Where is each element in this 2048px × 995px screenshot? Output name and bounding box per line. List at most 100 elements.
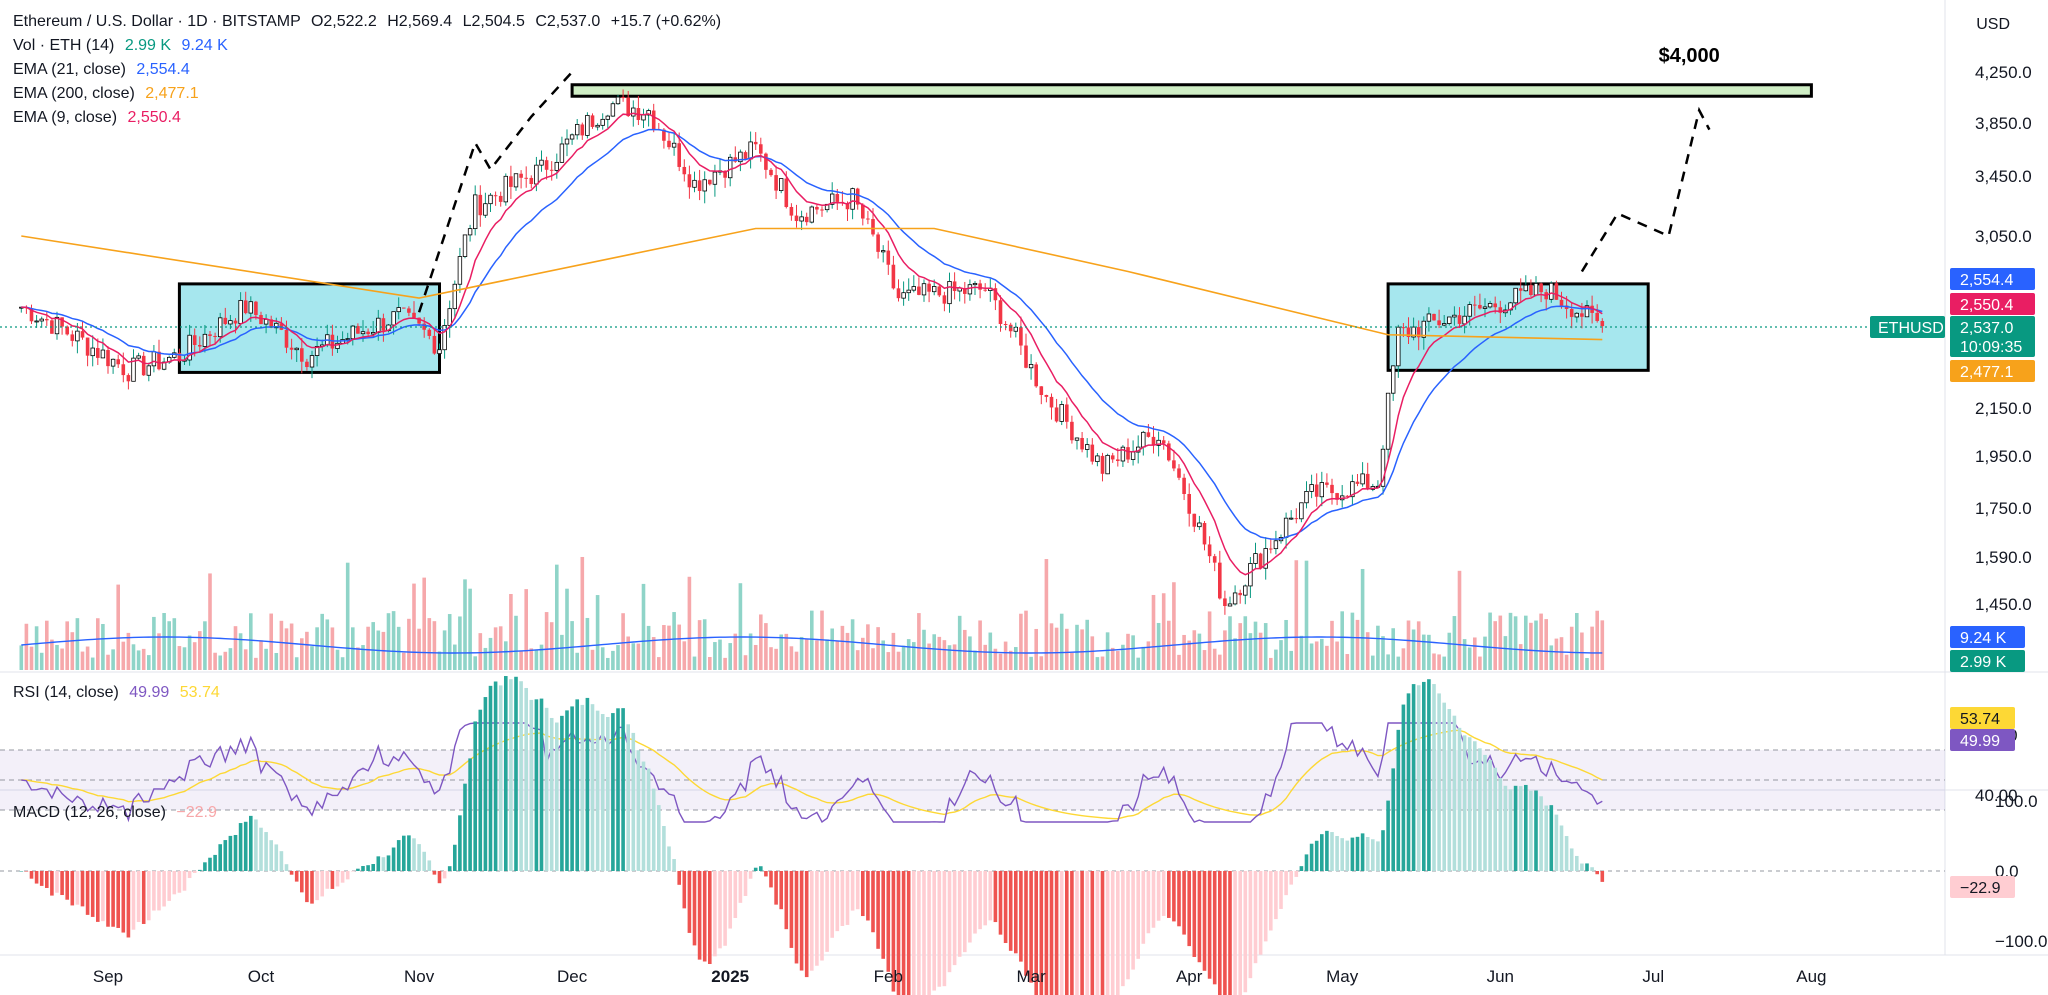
macd-bar — [1432, 684, 1436, 871]
volume-bar — [1544, 619, 1548, 670]
volume-bar — [458, 616, 462, 670]
candle-body — [708, 179, 712, 185]
candle-body — [794, 215, 799, 222]
macd-bar — [427, 860, 432, 871]
candle-body — [1085, 444, 1090, 450]
candle-body — [467, 228, 473, 236]
candle-body — [1054, 407, 1059, 422]
candle-body — [1539, 283, 1543, 293]
candle-body — [1223, 598, 1227, 607]
macd-bar — [1263, 871, 1268, 942]
volume-bar — [769, 647, 773, 670]
candle-body — [294, 347, 299, 351]
time-tick-label: May — [1326, 967, 1359, 986]
candle-body — [575, 124, 580, 136]
macd-bar — [1559, 825, 1564, 871]
macd-bar — [208, 857, 212, 871]
candle-body — [580, 124, 585, 136]
candle-body — [764, 153, 768, 170]
volume-bar — [483, 647, 488, 670]
volume-bar — [1059, 613, 1064, 670]
price-tag: 2,477.1 — [1950, 360, 2035, 382]
macd-bar — [922, 871, 926, 995]
macd-bar — [1218, 871, 1222, 995]
macd-bar — [952, 871, 957, 966]
macd-bar — [249, 815, 253, 871]
time-tick-label: Feb — [874, 967, 903, 986]
macd-bar — [34, 871, 39, 884]
candle-body — [621, 97, 625, 99]
candle-body — [34, 320, 39, 323]
macd-bar — [371, 864, 375, 871]
macd-bar — [789, 871, 794, 948]
candle-body — [1182, 477, 1186, 495]
candle-body — [1013, 326, 1018, 332]
volume-bar — [1116, 651, 1120, 670]
volume-bar — [141, 648, 146, 670]
rsi-ma-line — [21, 729, 1603, 820]
volume-bar — [1085, 619, 1089, 670]
candle-body — [861, 204, 865, 219]
macd-bar — [1350, 837, 1355, 871]
volume-bar — [687, 576, 692, 670]
macd-bar — [1365, 836, 1370, 871]
volume-bar — [1498, 615, 1503, 670]
candle-body — [391, 311, 396, 326]
macd-bar — [162, 871, 166, 907]
candle-body — [1513, 287, 1518, 304]
macd-bar — [1360, 833, 1365, 871]
macd-bar — [1554, 814, 1559, 871]
price-tick-label: 1,750.0 — [1975, 499, 2032, 518]
volume-bar — [764, 623, 768, 670]
volume-bar — [539, 644, 544, 670]
macd-bar — [1187, 871, 1191, 947]
candle-body — [208, 334, 212, 336]
rsi-line — [21, 722, 1603, 824]
candle-body — [983, 289, 987, 291]
candle-body — [412, 312, 416, 318]
macd-bar — [1253, 871, 1258, 964]
volume-bar — [1554, 638, 1559, 670]
macd-bar — [906, 871, 911, 995]
volume-bar — [198, 631, 202, 670]
volume-bar — [167, 621, 171, 670]
price-tick-label: 1,590.0 — [1975, 548, 2032, 567]
candle-body — [314, 346, 320, 356]
volume-bar — [356, 647, 360, 670]
macd-bar — [539, 698, 544, 871]
ohlc-high: H2,569.4 — [387, 13, 453, 30]
candle-body — [595, 124, 600, 128]
macd-label: MACD (12, 26, close) — [13, 804, 166, 821]
macd-bar — [988, 871, 993, 921]
macd-bar — [1427, 679, 1431, 871]
time-tick-label: Apr — [1176, 967, 1203, 986]
macd-bar — [866, 871, 870, 921]
currency-button[interactable]: USD — [1968, 12, 2018, 38]
candle-body — [1070, 421, 1074, 441]
macd-tick-label: 100.0 — [1995, 792, 2038, 811]
volume-bar — [1360, 568, 1365, 670]
candle-body — [881, 250, 886, 253]
candle-body — [947, 281, 952, 305]
candle-body — [1218, 562, 1222, 599]
candle-body — [1095, 455, 1100, 463]
candle-body — [1100, 455, 1105, 474]
macd-bar — [998, 871, 1003, 935]
price-tag-label: 2,477.1 — [1960, 364, 2013, 381]
macd-bar — [702, 871, 707, 962]
volume-bar — [682, 641, 687, 670]
macd-bar — [1376, 841, 1380, 871]
macd-bar — [861, 871, 865, 917]
candle-body — [830, 193, 835, 205]
candle-body — [1559, 299, 1564, 306]
volume-bar — [1197, 633, 1202, 670]
macd-bar — [682, 871, 687, 909]
candle-body — [263, 318, 269, 325]
candle-body — [39, 318, 44, 322]
candle-body — [1034, 364, 1038, 387]
macd-bar — [1003, 871, 1008, 944]
volume-bar — [335, 649, 340, 670]
macd-bar — [1034, 871, 1038, 995]
volume-bar — [1452, 616, 1457, 670]
